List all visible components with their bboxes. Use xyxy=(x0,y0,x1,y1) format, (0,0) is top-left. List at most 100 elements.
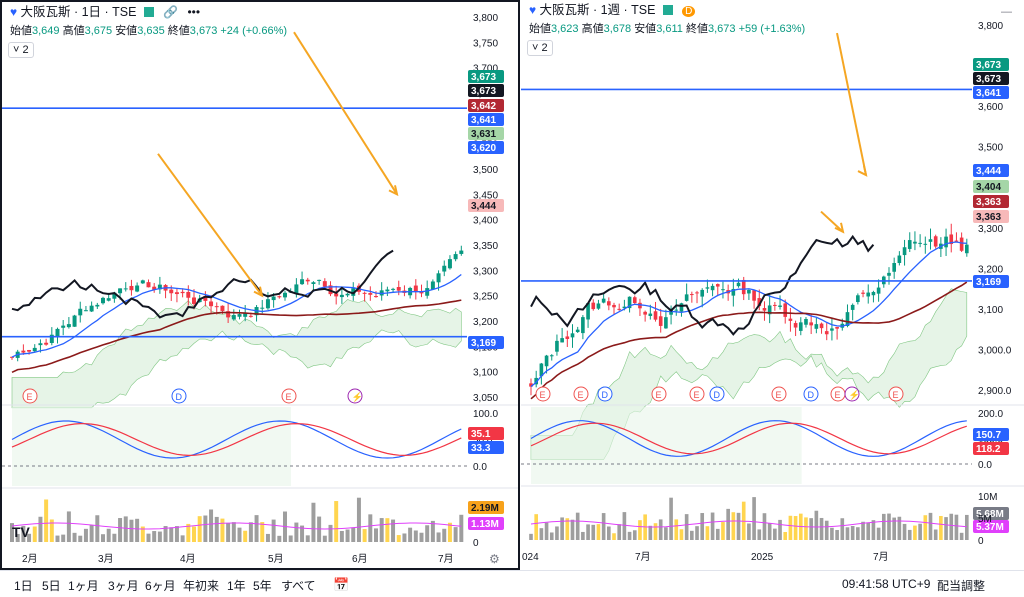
clock-readout[interactable]: 09:41:58 UTC+9 xyxy=(842,577,931,591)
x-tick-label: 024 xyxy=(522,552,539,563)
event-marker xyxy=(709,386,725,402)
candle-body xyxy=(570,333,575,338)
daily-chart-canvas[interactable]: 3,8003,7503,7003,6503,6003,5503,5003,450… xyxy=(2,2,518,568)
candle-body xyxy=(601,298,606,303)
candle-body xyxy=(778,305,782,307)
right-symbol-header[interactable]: ♥ 大阪瓦斯 · 1週 · TSE D xyxy=(529,2,696,20)
volume-bar xyxy=(752,497,756,540)
calendar-range-icon[interactable]: 📅 xyxy=(333,577,350,592)
volume-bar xyxy=(140,526,145,542)
d-badge[interactable]: D xyxy=(682,6,696,17)
price-tag xyxy=(973,180,1009,193)
candle-body xyxy=(49,334,54,344)
volume-bar xyxy=(549,532,554,540)
range-ytd[interactable]: 年初来 xyxy=(183,579,220,593)
candle-body xyxy=(549,355,554,357)
volume-bar xyxy=(300,525,305,542)
volume-bar xyxy=(72,532,77,542)
price-tag xyxy=(468,199,504,212)
candle-body xyxy=(277,296,282,298)
weekly-chart-pane[interactable]: 3,8003,7003,6003,5003,4003,3003,2003,100… xyxy=(521,0,1024,570)
volume-bar xyxy=(861,521,865,540)
tradingview-logo: TV xyxy=(12,524,30,540)
x-tick-label: 2025 xyxy=(751,552,774,563)
volume-bar xyxy=(544,522,549,540)
candle-body xyxy=(334,293,339,297)
volume-bar xyxy=(55,535,60,542)
candle-body xyxy=(248,315,253,317)
volume-bar xyxy=(391,519,396,542)
volume-bar xyxy=(736,512,741,540)
range-3m[interactable]: 3ヶ月 xyxy=(108,579,139,593)
volume-bar xyxy=(237,527,242,542)
volume-bar xyxy=(845,527,850,540)
left-indicator-dropdown[interactable]: ˅ 2 xyxy=(8,42,34,58)
volume-bar xyxy=(254,515,259,542)
volume-bar xyxy=(66,511,71,542)
y-tick-label: 3,500 xyxy=(473,165,498,176)
volume-bar xyxy=(757,529,762,540)
price-tag-label: 3,363 xyxy=(976,197,1001,208)
range-all[interactable]: すべて xyxy=(281,579,316,593)
range-5y[interactable]: 5年 xyxy=(253,579,272,593)
candle-body xyxy=(731,288,736,296)
candle-body xyxy=(539,363,544,377)
right-indicator-dropdown[interactable]: ˅ 2 xyxy=(527,40,553,56)
left-symbol-header[interactable]: ♥ 大阪瓦斯 · 1日 · TSE 🔗 ••• xyxy=(10,4,200,20)
candle-body xyxy=(653,311,658,320)
chikou-line xyxy=(530,234,875,336)
volume-bar xyxy=(773,528,777,540)
volume-bar xyxy=(180,535,185,542)
vol-tick-label: 0 xyxy=(978,536,984,547)
range-5d[interactable]: 5日 xyxy=(42,579,61,593)
volume-bar xyxy=(271,519,276,542)
volume-bar xyxy=(581,531,585,540)
link-icon[interactable]: 🔗 xyxy=(163,5,179,19)
volume-bar xyxy=(402,533,407,542)
volume-bar xyxy=(871,520,876,540)
range-1m[interactable]: 1ヶ月 xyxy=(68,579,99,593)
price-tag xyxy=(468,336,504,349)
vol-tick-label: 5M xyxy=(978,514,992,525)
candle-body xyxy=(700,289,705,297)
volume-bar xyxy=(379,518,384,542)
range-1y[interactable]: 1年 xyxy=(227,579,246,593)
minimize-icon[interactable]: — xyxy=(1001,6,1012,18)
candle-body xyxy=(529,383,533,387)
volume-bar xyxy=(214,516,219,542)
range-1d[interactable]: 1日 xyxy=(14,579,33,593)
y-tick-label: 3,600 xyxy=(978,102,1003,113)
volume-bar xyxy=(824,520,829,540)
candle-body xyxy=(447,259,452,269)
range-6m[interactable]: 6ヶ月 xyxy=(145,579,176,593)
volume-bar xyxy=(731,512,736,540)
candle-body xyxy=(174,292,179,295)
volume-tag-label: 1.13M xyxy=(471,519,499,530)
weekly-chart-canvas[interactable]: 3,8003,7003,6003,5003,4003,3003,2003,100… xyxy=(521,0,1024,570)
volume-bar xyxy=(334,501,339,542)
ichimoku-cloud xyxy=(530,288,968,460)
candle-body xyxy=(788,318,793,321)
candle-body xyxy=(892,263,896,272)
more-icon[interactable]: ••• xyxy=(187,5,201,19)
volume-bar xyxy=(408,527,413,542)
dividend-adjust-button[interactable]: 配当調整 xyxy=(937,579,986,593)
candle-body xyxy=(317,279,322,281)
volume-bar xyxy=(840,518,845,540)
price-tag xyxy=(973,275,1009,288)
settings-icon[interactable]: ⚙ xyxy=(489,552,500,566)
volume-bar xyxy=(793,516,798,540)
candle-body xyxy=(61,325,66,328)
event-marker xyxy=(281,388,297,404)
candle-body xyxy=(123,288,128,290)
volume-bar xyxy=(679,529,684,540)
candle-body xyxy=(300,279,305,285)
event-marker-label: ⚡ xyxy=(849,389,860,401)
candle-body xyxy=(632,297,637,304)
event-marker-label: E xyxy=(656,390,662,400)
volume-bar xyxy=(648,525,653,540)
price-tag-label: 3,673 xyxy=(976,74,1001,85)
trend-arrow-head xyxy=(253,286,264,298)
daily-chart-pane[interactable]: 3,8003,7503,7003,6503,6003,5503,5003,450… xyxy=(0,0,520,570)
candle-body xyxy=(887,272,891,276)
